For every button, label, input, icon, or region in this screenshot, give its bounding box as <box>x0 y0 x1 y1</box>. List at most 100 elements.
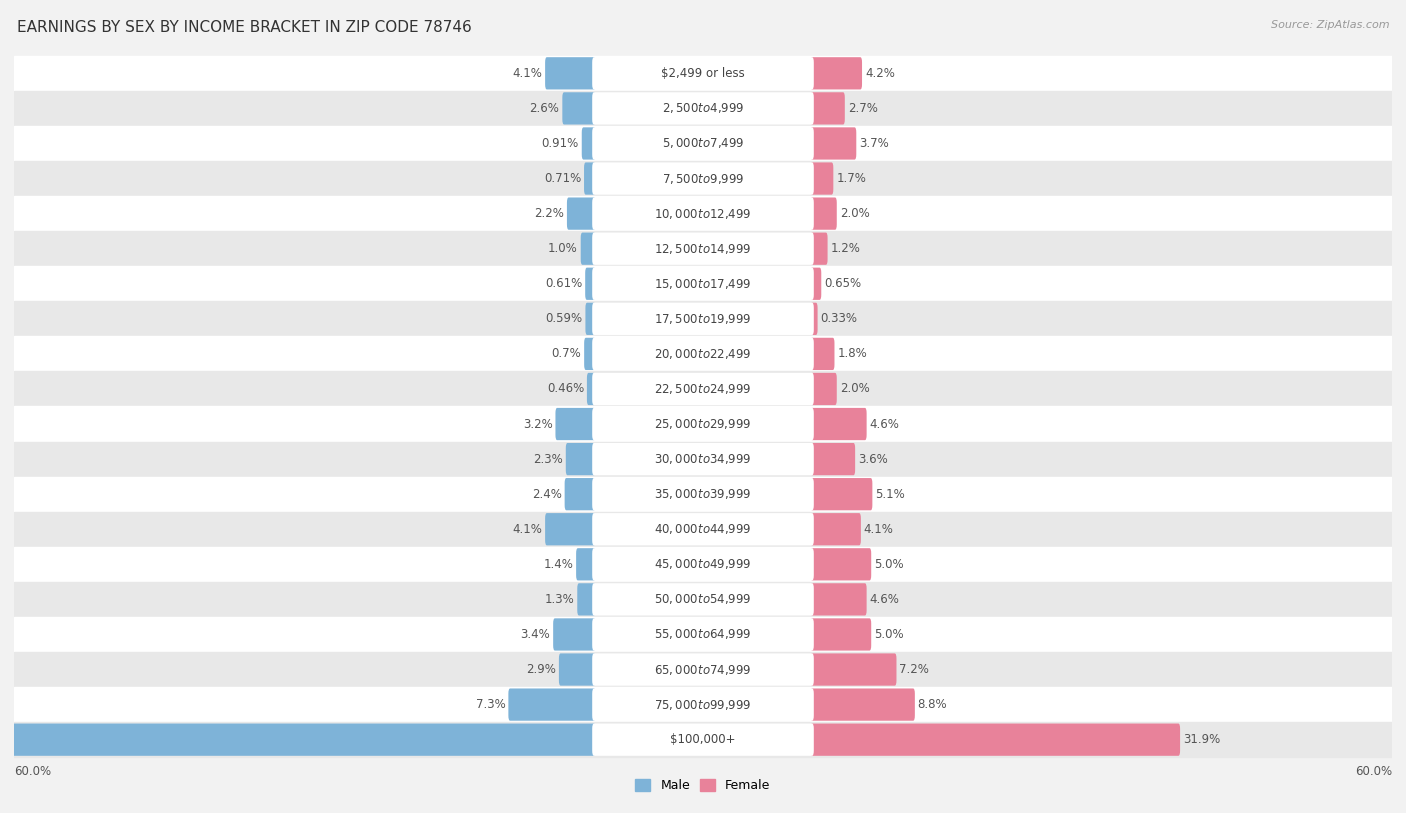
FancyBboxPatch shape <box>810 128 856 159</box>
Text: 0.91%: 0.91% <box>541 137 579 150</box>
Text: 3.2%: 3.2% <box>523 418 553 431</box>
Text: 0.46%: 0.46% <box>547 382 583 395</box>
Text: 5.0%: 5.0% <box>875 628 904 641</box>
Bar <box>14 337 1392 372</box>
FancyBboxPatch shape <box>576 548 596 580</box>
Text: $45,000 to $49,999: $45,000 to $49,999 <box>654 558 752 572</box>
Text: $22,500 to $24,999: $22,500 to $24,999 <box>654 382 752 396</box>
Text: 4.1%: 4.1% <box>863 523 894 536</box>
FancyBboxPatch shape <box>565 443 596 476</box>
Bar <box>14 302 1392 337</box>
Text: $17,500 to $19,999: $17,500 to $19,999 <box>654 312 752 326</box>
Text: 7.2%: 7.2% <box>900 663 929 676</box>
FancyBboxPatch shape <box>578 583 596 615</box>
Text: 2.6%: 2.6% <box>530 102 560 115</box>
Bar <box>14 441 1392 476</box>
FancyBboxPatch shape <box>810 478 872 511</box>
Text: $30,000 to $34,999: $30,000 to $34,999 <box>654 452 752 466</box>
FancyBboxPatch shape <box>810 408 866 440</box>
FancyBboxPatch shape <box>546 57 596 89</box>
FancyBboxPatch shape <box>810 654 897 685</box>
Text: Source: ZipAtlas.com: Source: ZipAtlas.com <box>1271 20 1389 30</box>
FancyBboxPatch shape <box>581 233 596 265</box>
FancyBboxPatch shape <box>592 513 814 546</box>
FancyBboxPatch shape <box>509 689 596 721</box>
Bar <box>14 406 1392 441</box>
Bar <box>14 722 1392 757</box>
FancyBboxPatch shape <box>567 198 596 230</box>
Text: 0.59%: 0.59% <box>546 312 582 325</box>
FancyBboxPatch shape <box>810 619 872 650</box>
FancyBboxPatch shape <box>592 548 814 580</box>
Text: 1.4%: 1.4% <box>543 558 574 571</box>
Text: 0.71%: 0.71% <box>544 172 581 185</box>
FancyBboxPatch shape <box>555 408 596 440</box>
Text: 0.65%: 0.65% <box>824 277 862 290</box>
Bar <box>14 231 1392 266</box>
Text: 2.0%: 2.0% <box>839 382 869 395</box>
Text: $55,000 to $64,999: $55,000 to $64,999 <box>654 628 752 641</box>
Text: 5.1%: 5.1% <box>875 488 905 501</box>
FancyBboxPatch shape <box>810 57 862 89</box>
Text: 2.3%: 2.3% <box>533 453 562 466</box>
Text: $7,500 to $9,999: $7,500 to $9,999 <box>662 172 744 185</box>
FancyBboxPatch shape <box>810 689 915 721</box>
FancyBboxPatch shape <box>592 92 814 124</box>
Text: $100,000+: $100,000+ <box>671 733 735 746</box>
Text: $2,500 to $4,999: $2,500 to $4,999 <box>662 102 744 115</box>
FancyBboxPatch shape <box>810 583 866 615</box>
Text: 3.7%: 3.7% <box>859 137 889 150</box>
Text: 1.3%: 1.3% <box>544 593 575 606</box>
FancyBboxPatch shape <box>560 654 596 685</box>
FancyBboxPatch shape <box>810 302 818 335</box>
FancyBboxPatch shape <box>810 92 845 124</box>
Text: 0.7%: 0.7% <box>551 347 581 360</box>
Bar <box>14 126 1392 161</box>
Bar <box>14 547 1392 582</box>
Text: $35,000 to $39,999: $35,000 to $39,999 <box>654 487 752 501</box>
Bar <box>14 266 1392 302</box>
FancyBboxPatch shape <box>583 337 596 370</box>
Bar <box>14 196 1392 231</box>
FancyBboxPatch shape <box>565 478 596 511</box>
Text: 1.8%: 1.8% <box>838 347 868 360</box>
FancyBboxPatch shape <box>592 408 814 440</box>
Text: $20,000 to $22,499: $20,000 to $22,499 <box>654 347 752 361</box>
Text: 4.6%: 4.6% <box>869 418 900 431</box>
Text: EARNINGS BY SEX BY INCOME BRACKET IN ZIP CODE 78746: EARNINGS BY SEX BY INCOME BRACKET IN ZIP… <box>17 20 471 35</box>
FancyBboxPatch shape <box>585 267 596 300</box>
FancyBboxPatch shape <box>582 128 596 159</box>
FancyBboxPatch shape <box>592 654 814 685</box>
FancyBboxPatch shape <box>810 548 872 580</box>
Text: 4.6%: 4.6% <box>869 593 900 606</box>
Text: 4.1%: 4.1% <box>512 523 543 536</box>
FancyBboxPatch shape <box>592 233 814 265</box>
FancyBboxPatch shape <box>810 163 834 194</box>
Text: $12,500 to $14,999: $12,500 to $14,999 <box>654 241 752 255</box>
FancyBboxPatch shape <box>592 57 814 89</box>
Bar <box>14 582 1392 617</box>
Bar <box>14 652 1392 687</box>
FancyBboxPatch shape <box>592 619 814 650</box>
Text: 2.0%: 2.0% <box>839 207 869 220</box>
FancyBboxPatch shape <box>810 513 860 546</box>
Bar <box>14 372 1392 406</box>
Text: 7.3%: 7.3% <box>475 698 506 711</box>
Bar <box>14 617 1392 652</box>
FancyBboxPatch shape <box>592 198 814 230</box>
Text: 3.4%: 3.4% <box>520 628 550 641</box>
FancyBboxPatch shape <box>810 337 835 370</box>
Bar <box>14 511 1392 547</box>
Text: 5.0%: 5.0% <box>875 558 904 571</box>
Text: 0.61%: 0.61% <box>546 277 582 290</box>
Bar <box>14 91 1392 126</box>
Text: $10,000 to $12,499: $10,000 to $12,499 <box>654 207 752 220</box>
FancyBboxPatch shape <box>592 478 814 511</box>
Text: $65,000 to $74,999: $65,000 to $74,999 <box>654 663 752 676</box>
Text: $15,000 to $17,499: $15,000 to $17,499 <box>654 276 752 291</box>
FancyBboxPatch shape <box>583 163 596 194</box>
Text: $5,000 to $7,499: $5,000 to $7,499 <box>662 137 744 150</box>
Text: $50,000 to $54,999: $50,000 to $54,999 <box>654 593 752 606</box>
Text: 1.7%: 1.7% <box>837 172 866 185</box>
Text: 1.0%: 1.0% <box>548 242 578 255</box>
